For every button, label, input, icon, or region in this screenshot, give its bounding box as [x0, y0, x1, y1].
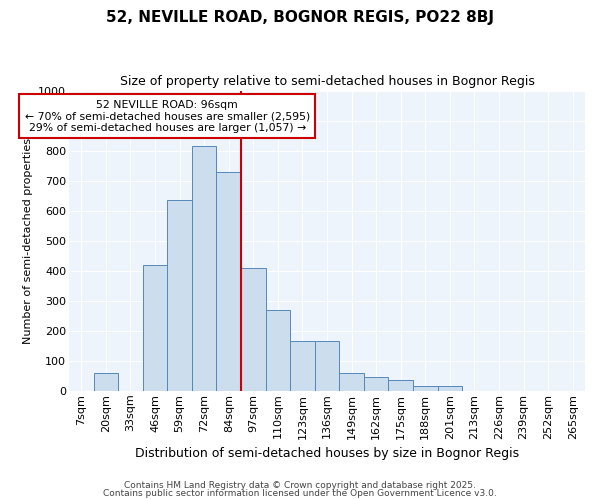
Text: Contains HM Land Registry data © Crown copyright and database right 2025.: Contains HM Land Registry data © Crown c…: [124, 481, 476, 490]
Bar: [388, 380, 413, 391]
Bar: [413, 386, 437, 391]
Bar: [266, 310, 290, 391]
Text: Contains public sector information licensed under the Open Government Licence v3: Contains public sector information licen…: [103, 488, 497, 498]
Title: Size of property relative to semi-detached houses in Bognor Regis: Size of property relative to semi-detach…: [119, 75, 535, 88]
Bar: [241, 268, 266, 391]
Text: 52 NEVILLE ROAD: 96sqm
← 70% of semi-detached houses are smaller (2,595)
29% of : 52 NEVILLE ROAD: 96sqm ← 70% of semi-det…: [25, 100, 310, 133]
X-axis label: Distribution of semi-detached houses by size in Bognor Regis: Distribution of semi-detached houses by …: [135, 447, 519, 460]
Bar: [437, 386, 462, 391]
Bar: [315, 342, 340, 391]
Bar: [340, 373, 364, 391]
Bar: [94, 373, 118, 391]
Bar: [364, 378, 388, 391]
Bar: [217, 172, 241, 391]
Bar: [143, 264, 167, 391]
Bar: [192, 146, 217, 391]
Y-axis label: Number of semi-detached properties: Number of semi-detached properties: [23, 138, 33, 344]
Text: 52, NEVILLE ROAD, BOGNOR REGIS, PO22 8BJ: 52, NEVILLE ROAD, BOGNOR REGIS, PO22 8BJ: [106, 10, 494, 25]
Bar: [290, 342, 315, 391]
Bar: [167, 200, 192, 391]
